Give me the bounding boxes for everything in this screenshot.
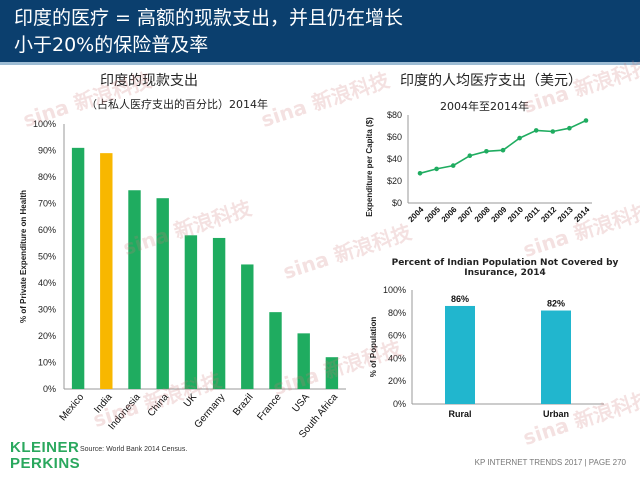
bar-uk [184, 235, 198, 389]
y-tick-label: 40% [388, 353, 406, 363]
y-axis-title: Expenditure per Capita ($) [365, 117, 374, 217]
y-tick-label: 0% [393, 399, 406, 409]
bar-south-africa [325, 357, 339, 389]
kleiner-perkins-logo: KLEINER PERKINS [10, 440, 80, 472]
y-tick-label: 60% [388, 331, 406, 341]
x-tick-label: 2008 [473, 205, 492, 224]
y-tick-label: 100% [33, 119, 56, 129]
y-tick-label: 30% [38, 305, 56, 315]
bar-germany [212, 237, 226, 389]
y-tick-label: 100% [383, 285, 406, 295]
y-tick-label: 10% [38, 358, 56, 368]
footer-page-info: KP INTERNET TRENDS 2017 | PAGE 270 [474, 458, 626, 467]
right-top-chart-subtitle: 2004年至2014年 [440, 100, 529, 113]
data-point [533, 128, 539, 133]
y-tick-label: 20% [38, 331, 56, 341]
source-note: Source: World Bank 2014 Census. [80, 446, 188, 453]
y-tick-label: $40 [387, 154, 402, 164]
bar-urban [541, 310, 571, 404]
data-point [567, 125, 572, 131]
y-tick-label: 80% [388, 308, 406, 318]
data-point [450, 163, 456, 168]
y-tick-label: $80 [387, 110, 402, 120]
y-tick-label: 50% [38, 252, 56, 262]
per-capita-expenditure-line-chart: $0$20$40$60$8020042005200620072008200920… [365, 110, 592, 224]
y-axis-title: % of Population [369, 317, 378, 378]
data-point [550, 129, 556, 134]
right-bottom-chart-title: Percent of Indian Population Not Covered… [391, 258, 619, 278]
x-tick-label: 2006 [440, 205, 459, 224]
y-tick-label: 40% [38, 278, 56, 288]
bar-brazil [241, 264, 254, 389]
bar-china [156, 198, 169, 389]
x-tick-label: 2004 [406, 205, 425, 224]
y-tick-label: $20 [387, 176, 402, 186]
x-tick-label: Brazil [231, 392, 256, 418]
x-tick-label: 2009 [489, 205, 508, 224]
logo-line1: KLEINER [10, 439, 80, 456]
bar-indonesia [128, 190, 141, 389]
y-tick-label: 90% [38, 146, 56, 156]
logo-line2: PERKINS [10, 455, 81, 472]
data-point [484, 149, 489, 154]
left-chart-title: 印度的现款支出 [100, 73, 198, 89]
bar-india [100, 153, 113, 389]
data-point [417, 171, 423, 176]
y-tick-label: 70% [38, 199, 56, 209]
y-tick-label: 60% [38, 225, 56, 235]
bar-mexico [71, 147, 85, 389]
data-point [467, 153, 473, 158]
left-chart-subtitle: （占私人医疗支出的百分比）2014年 [86, 98, 268, 111]
header-stripe [0, 62, 640, 65]
x-tick-label: 2007 [456, 205, 475, 224]
data-label: 82% [547, 299, 565, 309]
bar-rural [445, 305, 475, 404]
x-tick-label: 2011 [523, 205, 542, 224]
private-expenditure-bar-chart: 0%10%20%30%40%50%60%70%80%90%100%Mexico I… [19, 119, 346, 440]
bar-france [269, 312, 282, 389]
bar-usa [297, 333, 310, 389]
y-tick-label: $60 [387, 132, 402, 142]
data-point [517, 135, 522, 141]
data-point [434, 166, 439, 172]
right-top-chart-title: 印度的人均医疗支出（美元） [400, 73, 582, 89]
insurance-coverage-bar-chart: 0% 20% 40% 60% 80% 100% 86% Rural 82% Urban % of P… [369, 285, 604, 419]
y-tick-label: $0 [392, 198, 402, 208]
y-axis-title: % of Private Expenditure on Health [19, 190, 28, 323]
y-tick-label: 20% [388, 376, 406, 386]
y-tick-label: 0% [43, 384, 56, 394]
data-point [500, 147, 506, 153]
series-line [419, 119, 587, 175]
x-tick-label: 2012 [539, 205, 558, 224]
x-tick-label: 2010 [506, 205, 525, 224]
x-tick-label: Mexico [58, 392, 87, 424]
x-tick-label: 2005 [423, 205, 442, 224]
y-tick-label: 80% [38, 172, 56, 182]
page-title-line2: 小于20%的保险普及率 [14, 34, 209, 56]
data-point [583, 118, 589, 123]
data-label: 86% [451, 294, 469, 304]
page-title-line1: 印度的医疗 = 高额的现款支出，并且仍在增长 [14, 7, 404, 29]
x-tick-label: Urban [543, 409, 569, 419]
header-bar: 印度的医疗 = 高额的现款支出，并且仍在增长 小于20%的保险普及率 [0, 0, 640, 62]
x-tick-label: Rural [448, 409, 471, 419]
